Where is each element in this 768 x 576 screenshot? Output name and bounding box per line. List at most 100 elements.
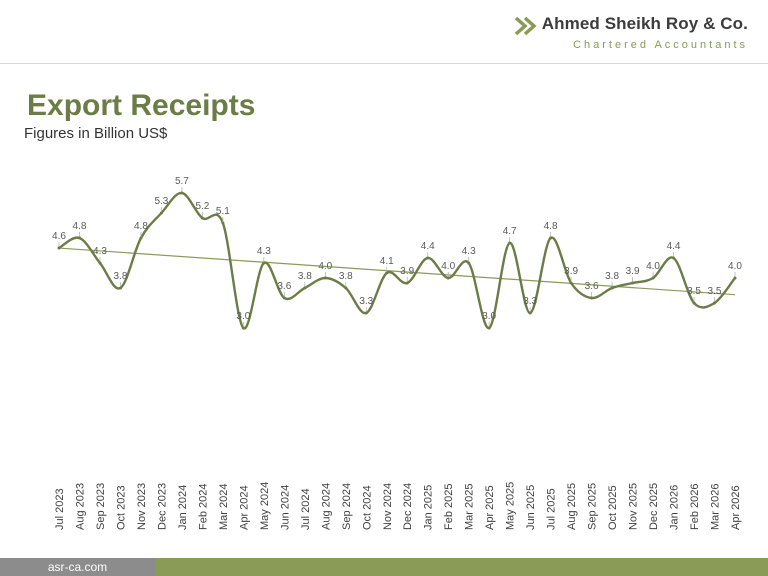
data-label: 4.4 <box>421 241 435 252</box>
data-point <box>446 276 450 280</box>
trend-line <box>58 247 736 296</box>
x-tick-label: Apr 2026 <box>730 485 742 530</box>
x-tick-label: Jan 2026 <box>669 485 681 530</box>
data-label: 4.8 <box>544 221 558 232</box>
data-label: 4.8 <box>134 221 148 232</box>
x-tick-label: Jul 2024 <box>300 488 312 530</box>
brand-name: Ahmed Sheikh Roy & Co. <box>541 14 748 33</box>
data-point <box>569 281 573 285</box>
footer-bar-left <box>0 558 155 576</box>
data-point <box>426 256 430 260</box>
x-tick-label: Mar 2024 <box>218 484 230 530</box>
data-label: 3.0 <box>236 311 250 322</box>
data-label: 4.1 <box>380 256 394 267</box>
data-point <box>631 281 635 285</box>
x-tick-label: Oct 2024 <box>361 485 373 530</box>
x-tick-label: Dec 2023 <box>156 483 168 530</box>
x-tick-label: Apr 2024 <box>238 485 250 530</box>
data-point <box>344 286 348 290</box>
data-label: 4.7 <box>503 226 517 237</box>
data-point <box>364 311 368 315</box>
data-point <box>180 191 184 195</box>
data-label: 3.9 <box>564 266 578 277</box>
x-tick-label: Jul 2023 <box>54 488 66 530</box>
data-point <box>692 301 696 305</box>
x-tick-label: Aug 2024 <box>320 483 332 530</box>
data-point <box>385 271 389 275</box>
x-tick-label: Apr 2025 <box>484 485 496 530</box>
data-label: 3.9 <box>400 266 414 277</box>
x-tick-label: Nov 2025 <box>628 483 640 530</box>
data-point <box>487 326 491 330</box>
x-tick-label: May 2025 <box>505 482 517 530</box>
data-label: 3.9 <box>626 266 640 277</box>
data-label: 3.8 <box>339 271 353 282</box>
data-point <box>528 311 532 315</box>
x-tick-label: Feb 2026 <box>689 484 701 530</box>
data-point <box>282 296 286 300</box>
data-label: 4.8 <box>73 221 87 232</box>
x-tick-label: Dec 2024 <box>402 483 414 530</box>
data-point <box>549 236 553 240</box>
x-tick-label: May 2024 <box>259 482 271 530</box>
x-tick-label: Sep 2023 <box>95 483 107 530</box>
data-point <box>467 261 471 265</box>
header-divider <box>0 63 768 64</box>
x-tick-label: Nov 2023 <box>136 483 148 530</box>
data-point <box>733 276 737 280</box>
data-label: 4.3 <box>93 246 107 257</box>
data-point <box>610 286 614 290</box>
data-label: 3.3 <box>359 296 373 307</box>
data-label: 5.1 <box>216 206 230 217</box>
data-point <box>241 326 245 330</box>
data-label: 4.0 <box>646 261 660 272</box>
data-label: 3.5 <box>687 286 701 297</box>
x-tick-label: Dec 2025 <box>648 483 660 530</box>
data-point <box>405 281 409 285</box>
data-point <box>590 296 594 300</box>
data-label: 4.3 <box>257 246 271 257</box>
data-label: 5.7 <box>175 176 189 187</box>
data-label: 3.5 <box>708 286 722 297</box>
x-tick-label: Sep 2025 <box>587 483 599 530</box>
x-tick-label: Nov 2024 <box>382 483 394 530</box>
x-tick-label: Jan 2025 <box>423 485 435 530</box>
data-label: 3.8 <box>114 271 128 282</box>
chart-subtitle: Figures in Billion US$ <box>24 125 168 142</box>
data-label: 5.2 <box>195 201 209 212</box>
data-point <box>57 246 61 250</box>
x-tick-label: Jan 2024 <box>177 485 189 530</box>
data-point <box>651 276 655 280</box>
data-label: 3.6 <box>585 281 599 292</box>
data-label: 4.0 <box>441 261 455 272</box>
footer-bar-right <box>155 558 768 576</box>
data-point <box>672 256 676 260</box>
brand-logo: Ahmed Sheikh Roy & Co. Chartered Account… <box>514 14 748 53</box>
x-tick-label: Mar 2026 <box>710 484 722 530</box>
chart-title: Export Receipts <box>27 89 256 122</box>
data-point <box>98 261 102 265</box>
data-point <box>713 301 717 305</box>
data-label: 4.6 <box>52 231 66 242</box>
x-tick-label: Oct 2023 <box>115 485 127 530</box>
data-label: 3.8 <box>298 271 312 282</box>
data-point <box>139 236 143 240</box>
data-label: 5.3 <box>154 196 168 207</box>
series-line <box>58 191 736 330</box>
data-point <box>200 216 204 220</box>
data-point <box>262 261 266 265</box>
x-tick-label: Aug 2023 <box>74 483 86 530</box>
data-label: 3.3 <box>523 296 537 307</box>
data-label: 3.6 <box>277 281 291 292</box>
double-chevron-icon <box>514 16 537 36</box>
data-point <box>77 236 81 240</box>
x-tick-label: Aug 2025 <box>566 483 578 530</box>
x-tick-label: Mar 2025 <box>464 484 476 530</box>
brand-tagline: Chartered Accountants <box>573 39 748 51</box>
data-point <box>303 286 307 290</box>
x-tick-label: Oct 2025 <box>607 485 619 530</box>
data-label: 3.8 <box>605 271 619 282</box>
data-point <box>159 211 163 215</box>
x-tick-label: Jun 2024 <box>279 485 291 530</box>
